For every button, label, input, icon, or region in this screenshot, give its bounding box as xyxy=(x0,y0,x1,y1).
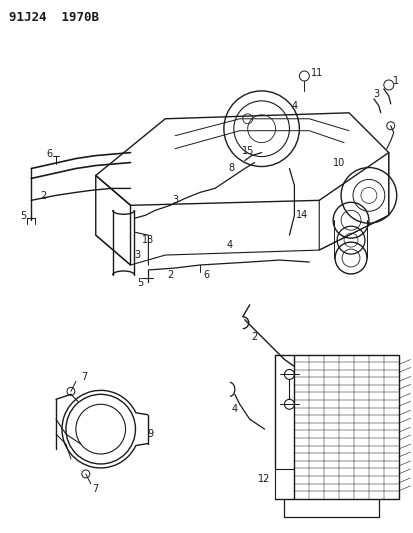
Text: 4: 4 xyxy=(226,240,233,250)
Text: 14: 14 xyxy=(296,210,308,220)
Text: 7: 7 xyxy=(81,373,87,382)
Text: 6: 6 xyxy=(46,149,52,159)
Text: 5: 5 xyxy=(137,278,143,288)
Text: 2: 2 xyxy=(167,270,173,280)
Text: 5: 5 xyxy=(20,211,26,221)
Text: 15: 15 xyxy=(241,146,253,156)
Text: 3: 3 xyxy=(134,250,140,260)
Text: 2: 2 xyxy=(40,191,46,201)
Text: 3: 3 xyxy=(172,196,178,205)
Text: 9: 9 xyxy=(147,429,153,439)
Text: 3: 3 xyxy=(373,89,379,99)
Text: 1: 1 xyxy=(392,76,398,86)
Text: 91J24  1970B: 91J24 1970B xyxy=(9,11,99,25)
Text: 8: 8 xyxy=(228,163,234,173)
Text: 13: 13 xyxy=(142,235,154,245)
Text: 4: 4 xyxy=(231,404,237,414)
Text: 2: 2 xyxy=(251,332,257,342)
Text: 7: 7 xyxy=(93,484,99,494)
Text: 12: 12 xyxy=(258,474,270,484)
Text: 11: 11 xyxy=(311,68,323,78)
Text: 6: 6 xyxy=(202,270,209,280)
Text: 4: 4 xyxy=(291,101,297,111)
Text: 10: 10 xyxy=(332,158,344,167)
